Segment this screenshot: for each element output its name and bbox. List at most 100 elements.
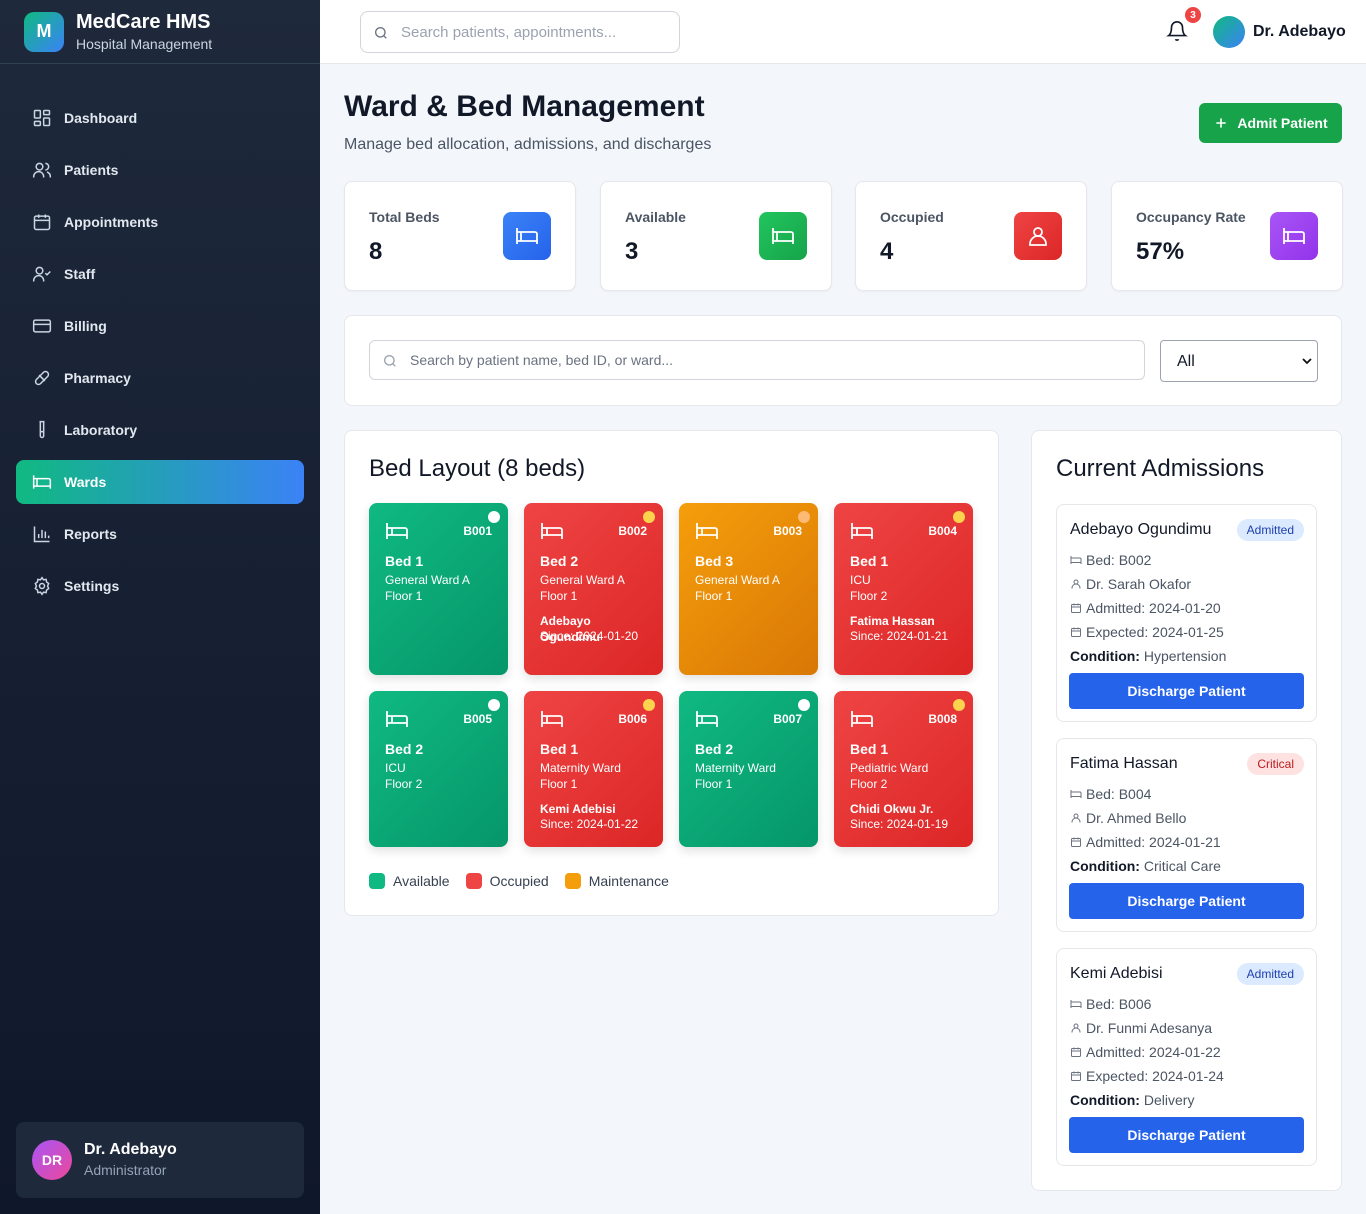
sidebar-item-label: Pharmacy <box>64 370 131 386</box>
discharge-button[interactable]: Discharge Patient <box>1069 673 1304 709</box>
sidebar-item-laboratory[interactable]: Laboratory <box>16 408 304 452</box>
stat-icon-box <box>1270 212 1318 260</box>
doctor-text: Dr. Sarah Okafor <box>1086 576 1192 592</box>
admission-bed: Bed: B006 <box>1070 996 1151 1012</box>
sidebar-item-billing[interactable]: Billing <box>16 304 304 348</box>
sidebar-item-label: Laboratory <box>64 422 138 438</box>
bed-icon <box>1283 228 1305 244</box>
admission-condition: Condition: Delivery <box>1070 1092 1194 1108</box>
bed-patient: Fatima Hassan <box>850 614 935 628</box>
bed-icon <box>385 522 409 540</box>
sidebar-item-label: Patients <box>64 162 119 178</box>
user-menu[interactable]: Dr. Adebayo <box>1213 16 1346 48</box>
brand-subtitle: Hospital Management <box>76 35 213 52</box>
page-subtitle: Manage bed allocation, admissions, and d… <box>344 136 712 153</box>
sidebar-item-staff[interactable]: Staff <box>16 252 304 296</box>
bed-legend: Available Occupied Maintenance <box>369 873 685 889</box>
bed-tile-b004[interactable]: B004 Bed 1 ICU Floor 2 Fatima Hassan Since: 2… <box>834 503 973 675</box>
bed-name: Bed 1 <box>540 741 579 757</box>
bed-floor: Floor 2 <box>850 589 888 603</box>
status-badge: Admitted <box>1236 963 1304 985</box>
search-input[interactable] <box>401 12 671 52</box>
bed-ward: ICU <box>385 761 406 775</box>
bed-name: Bed 1 <box>850 553 889 569</box>
bed-icon <box>772 228 794 244</box>
bed-id: B008 <box>928 712 957 726</box>
legend-label: Occupied <box>489 873 549 889</box>
bell-icon[interactable] <box>1166 20 1188 42</box>
bed-status-dot <box>798 511 810 523</box>
bed-patient: Chidi Okwu Jr. <box>850 802 934 816</box>
bed-ward: Maternity Ward <box>540 761 621 775</box>
bed-patient: Kemi Adebisi <box>540 802 616 816</box>
patient-name: Kemi Adebisi <box>1070 965 1163 982</box>
admit-patient-button[interactable]: Admit Patient <box>1199 103 1342 143</box>
avatar: DR <box>32 1140 72 1180</box>
bed-ward: General Ward A <box>695 573 780 587</box>
stat-card-available: Available 3 <box>600 181 832 291</box>
bed-status-dot <box>798 699 810 711</box>
pill-icon <box>34 370 50 386</box>
sidebar-item-reports[interactable]: Reports <box>16 512 304 556</box>
admission-doctor: Dr. Funmi Adesanya <box>1070 1020 1212 1036</box>
gear-icon <box>34 576 50 596</box>
bed-tile-b003[interactable]: B003 Bed 3 General Ward A Floor 1 <box>679 503 818 675</box>
status-badge: Admitted <box>1236 519 1304 541</box>
bed-ward: General Ward A <box>540 573 625 587</box>
expected-text: Expected: 2024-01-25 <box>1086 624 1224 640</box>
bed-tile-b001[interactable]: B001 Bed 1 General Ward A Floor 1 <box>369 503 508 675</box>
discharge-button[interactable]: Discharge Patient <box>1069 883 1304 919</box>
bed-search-input[interactable] <box>410 341 1130 379</box>
bed-name: Bed 3 <box>695 553 734 569</box>
bed-tile-b007[interactable]: B007 Bed 2 Maternity Ward Floor 1 <box>679 691 818 847</box>
bed-since: Since: 2024-01-20 <box>540 629 639 643</box>
sidebar-item-label: Dashboard <box>64 110 138 126</box>
bed-id: B006 <box>618 712 647 726</box>
user-role: Administrator <box>84 1162 167 1178</box>
legend-item-available: Available <box>369 873 450 889</box>
sidebar-item-label: Billing <box>64 318 107 334</box>
user-icon <box>1071 813 1081 823</box>
stat-icon-box <box>1014 212 1062 260</box>
admission-bed: Bed: B002 <box>1070 552 1151 568</box>
sidebar-item-appointments[interactable]: Appointments <box>16 200 304 244</box>
legend-item-occupied: Occupied <box>465 873 549 889</box>
sidebar-nav: Dashboard Patients Appointments Staff Bi… <box>16 96 304 616</box>
sidebar-item-pharmacy[interactable]: Pharmacy <box>16 356 304 400</box>
bed-name: Bed 1 <box>850 741 889 757</box>
admission-card: Adebayo Ogundimu Admitted Bed: B002 Dr. … <box>1056 504 1317 722</box>
admitted-text: Admitted: 2024-01-20 <box>1086 600 1221 616</box>
bed-ward: ICU <box>850 573 871 587</box>
admission-card: Fatima Hassan Critical Bed: B004 Dr. Ahm… <box>1056 738 1317 932</box>
admission-condition: Condition: Hypertension <box>1070 648 1226 664</box>
discharge-button[interactable]: Discharge Patient <box>1069 1117 1304 1153</box>
admission-date: Admitted: 2024-01-20 <box>1070 600 1221 616</box>
bed-floor: Floor 1 <box>695 777 733 791</box>
bed-tile-b008[interactable]: B008 Bed 1 Pediatric Ward Floor 2 Chidi Okwu… <box>834 691 973 847</box>
admitted-text: Admitted: 2024-01-22 <box>1086 1044 1221 1060</box>
sidebar-item-patients[interactable]: Patients <box>16 148 304 192</box>
doctor-text: Dr. Ahmed Bello <box>1086 810 1187 826</box>
sidebar-item-settings[interactable]: Settings <box>16 564 304 608</box>
calendar-icon <box>1071 603 1081 613</box>
condition-label: Condition: <box>1070 1092 1140 1108</box>
bed-text: Bed: B006 <box>1086 996 1152 1012</box>
admission-doctor: Dr. Ahmed Bello <box>1070 810 1186 826</box>
bed-tile-b002[interactable]: B002 Bed 2 General Ward A Floor 1 Adebayo Og… <box>524 503 663 675</box>
sidebar-item-dashboard[interactable]: Dashboard <box>16 96 304 140</box>
expected-date: Expected: 2024-01-25 <box>1070 624 1224 640</box>
bed-icon <box>516 228 538 244</box>
legend-swatch <box>465 873 482 889</box>
sidebar-user-card[interactable]: DR Dr. Adebayo Administrator <box>16 1122 304 1198</box>
stat-label: Total Beds <box>369 209 440 225</box>
status-filter-select[interactable]: All <box>1160 340 1318 382</box>
bed-status-dot <box>953 699 965 711</box>
bed-id: B005 <box>463 712 492 726</box>
bed-patient: Adebayo Ogundimu <box>540 614 600 644</box>
sidebar-item-wards[interactable]: Wards <box>16 460 304 504</box>
bed-id: B004 <box>928 524 957 538</box>
bed-name: Bed 2 <box>385 741 424 757</box>
bed-tile-b006[interactable]: B006 Bed 1 Maternity Ward Floor 1 Kemi Adebi… <box>524 691 663 847</box>
bed-tile-b005[interactable]: B005 Bed 2 ICU Floor 2 <box>369 691 508 847</box>
bed-floor: Floor 1 <box>540 589 578 603</box>
